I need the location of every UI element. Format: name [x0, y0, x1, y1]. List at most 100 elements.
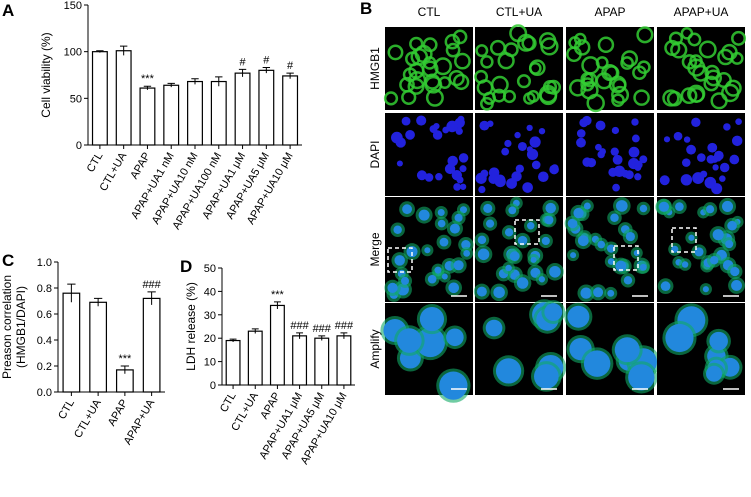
cell [703, 75, 720, 92]
nucleus [628, 364, 655, 391]
y-tick-label: 30 [204, 310, 216, 322]
nucleus [418, 209, 430, 221]
micrograph [380, 303, 473, 403]
nucleus [461, 239, 471, 250]
nucleus [731, 135, 743, 147]
nucleus [610, 213, 619, 222]
panel-label: C [2, 251, 14, 270]
bar [142, 297, 161, 393]
cell [580, 81, 599, 100]
nucleus [508, 206, 517, 215]
bar [247, 330, 263, 386]
bar [282, 75, 299, 146]
significance: *** [271, 289, 285, 301]
nucleus [730, 266, 740, 277]
cell [448, 69, 465, 87]
micrograph [657, 113, 745, 196]
nucleus [402, 204, 412, 215]
nucleus [477, 248, 490, 261]
bar [225, 339, 241, 386]
cell [621, 50, 639, 68]
nucleus [531, 160, 541, 170]
micrograph [657, 27, 747, 110]
cell [482, 91, 497, 105]
cell [597, 36, 615, 54]
bar [163, 84, 180, 146]
error-bar [262, 67, 271, 74]
y-tick-label: 0.6 [37, 309, 52, 321]
nucleus [416, 115, 427, 126]
significance: *** [118, 353, 132, 365]
column-label: APAP [594, 5, 625, 19]
cell [688, 86, 705, 103]
error-bar [251, 328, 259, 334]
nucleus [509, 251, 520, 262]
x-tick-label: CTL [218, 391, 239, 415]
cell [480, 55, 494, 69]
panel-label: A [2, 1, 14, 20]
nucleus [735, 118, 742, 125]
y-tick-label: 10 [204, 357, 216, 369]
nucleus [576, 129, 586, 138]
nucleus [671, 245, 679, 253]
cell [401, 89, 417, 105]
nucleus [486, 219, 495, 228]
zoom-box [387, 247, 413, 273]
nucleus [612, 154, 623, 165]
nucleus [446, 120, 458, 133]
bar [187, 80, 203, 146]
cell [687, 58, 706, 77]
micrograph [655, 197, 746, 302]
cell [503, 42, 519, 58]
nucleus [683, 136, 691, 143]
micrograph [383, 27, 473, 110]
nucleus [439, 237, 449, 247]
nucleus [595, 143, 602, 151]
micrograph [385, 113, 473, 196]
nucleus [441, 273, 448, 280]
zoom-box [613, 245, 639, 271]
y-tick-label: 100 [64, 47, 82, 59]
nucleus [549, 265, 561, 278]
row-label: Merge [368, 232, 382, 266]
cell [383, 91, 399, 106]
nucleus [527, 222, 535, 230]
nucleus [577, 235, 589, 247]
nucleus [727, 220, 737, 231]
nucleus [501, 147, 510, 156]
nucleus [391, 131, 403, 144]
cell [509, 24, 528, 43]
nucleus [387, 282, 398, 294]
nucleus [545, 202, 556, 214]
nucleus [435, 172, 443, 181]
nucleus [429, 125, 438, 134]
nucleus [686, 144, 696, 155]
micrograph [475, 113, 563, 196]
nucleus [495, 358, 522, 384]
cell [445, 42, 461, 58]
nucleus [514, 131, 521, 139]
error-bar [340, 332, 348, 339]
nucleus [453, 183, 461, 191]
nucleus [493, 286, 505, 299]
nucleus [725, 240, 734, 249]
cell [526, 90, 540, 103]
nucleus [623, 276, 633, 285]
nucleus [576, 137, 586, 148]
y-tick-label: 0 [210, 380, 216, 392]
y-tick-label: 0.2 [37, 361, 52, 373]
error-bar [318, 335, 326, 341]
bar [89, 301, 108, 393]
cell [611, 93, 625, 107]
cell [595, 72, 613, 90]
nucleus [444, 163, 456, 175]
nucleus [567, 218, 578, 229]
nucleus [573, 207, 584, 219]
nucleus [437, 219, 446, 228]
cell [611, 85, 630, 104]
nucleus [522, 182, 533, 193]
nucleus [579, 118, 589, 128]
micrograph [566, 113, 654, 196]
nucleus [504, 139, 512, 148]
